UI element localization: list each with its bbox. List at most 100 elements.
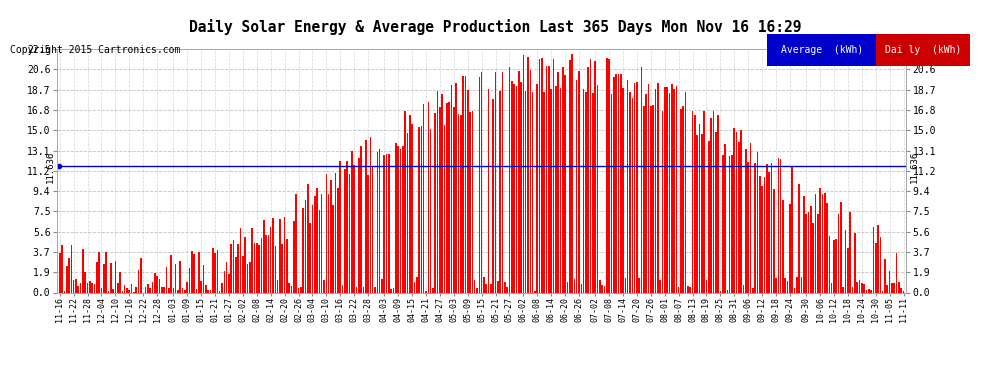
Bar: [817, 214, 819, 292]
Bar: [820, 188, 821, 292]
Bar: [650, 106, 651, 292]
Bar: [808, 212, 809, 292]
Bar: [886, 285, 888, 292]
Bar: [393, 288, 394, 292]
Bar: [625, 278, 626, 292]
Bar: [483, 278, 485, 292]
Bar: [692, 111, 693, 292]
Bar: [798, 184, 800, 292]
Bar: [632, 98, 634, 292]
Bar: [868, 289, 869, 292]
Bar: [773, 189, 774, 292]
Bar: [119, 272, 121, 292]
Bar: [446, 103, 447, 292]
Bar: [516, 86, 517, 292]
Bar: [409, 115, 411, 292]
Bar: [414, 282, 415, 292]
Bar: [518, 72, 520, 292]
Bar: [138, 270, 140, 292]
Bar: [103, 264, 105, 292]
Bar: [124, 285, 126, 292]
Bar: [154, 273, 155, 292]
Bar: [706, 280, 707, 292]
Bar: [720, 291, 721, 292]
Bar: [893, 284, 895, 292]
Bar: [613, 77, 615, 292]
Bar: [587, 67, 589, 292]
Bar: [851, 287, 853, 292]
Bar: [511, 81, 513, 292]
Bar: [710, 118, 712, 292]
Bar: [302, 208, 304, 292]
Bar: [834, 240, 835, 292]
Bar: [592, 93, 594, 292]
Bar: [528, 57, 529, 292]
Bar: [678, 287, 679, 292]
Bar: [151, 282, 153, 292]
Bar: [597, 85, 598, 292]
Bar: [175, 264, 176, 292]
Bar: [75, 279, 77, 292]
Bar: [462, 76, 464, 292]
Bar: [379, 149, 380, 292]
Bar: [328, 194, 330, 292]
Bar: [191, 251, 193, 292]
Bar: [718, 115, 719, 292]
Bar: [168, 288, 169, 292]
Bar: [298, 288, 299, 292]
Bar: [476, 288, 478, 292]
Bar: [457, 114, 459, 292]
Bar: [661, 111, 663, 292]
Bar: [288, 282, 290, 292]
Bar: [145, 287, 147, 292]
Bar: [196, 289, 197, 292]
Bar: [506, 287, 508, 292]
Bar: [689, 287, 691, 292]
Bar: [604, 286, 605, 292]
Bar: [682, 106, 684, 292]
Bar: [745, 148, 746, 292]
Bar: [235, 257, 237, 292]
Bar: [284, 217, 285, 292]
Bar: [117, 283, 119, 292]
Bar: [879, 237, 881, 292]
Bar: [73, 280, 74, 292]
Bar: [471, 111, 473, 292]
Bar: [641, 67, 643, 292]
Bar: [362, 287, 364, 292]
Bar: [729, 156, 731, 292]
Bar: [245, 237, 246, 292]
Bar: [61, 244, 63, 292]
Bar: [435, 113, 436, 292]
Bar: [535, 291, 536, 292]
Bar: [321, 194, 323, 292]
Bar: [499, 91, 501, 292]
Bar: [784, 278, 786, 292]
Bar: [326, 174, 327, 292]
Bar: [277, 280, 278, 292]
Bar: [345, 169, 346, 292]
Bar: [110, 263, 112, 292]
Bar: [545, 66, 547, 292]
Bar: [265, 234, 267, 292]
Bar: [822, 194, 824, 292]
Bar: [300, 287, 302, 292]
Bar: [775, 278, 777, 292]
Bar: [63, 291, 65, 292]
Bar: [829, 236, 831, 292]
Bar: [537, 84, 539, 292]
Bar: [805, 214, 807, 292]
Bar: [279, 219, 281, 292]
Bar: [666, 87, 668, 292]
Bar: [444, 125, 446, 292]
Bar: [615, 74, 617, 292]
Bar: [82, 249, 84, 292]
Bar: [611, 94, 612, 292]
Bar: [348, 174, 350, 292]
Bar: [770, 164, 772, 292]
Bar: [388, 154, 390, 292]
Bar: [657, 83, 658, 292]
Bar: [274, 246, 276, 292]
Bar: [763, 177, 765, 292]
Bar: [80, 283, 81, 292]
